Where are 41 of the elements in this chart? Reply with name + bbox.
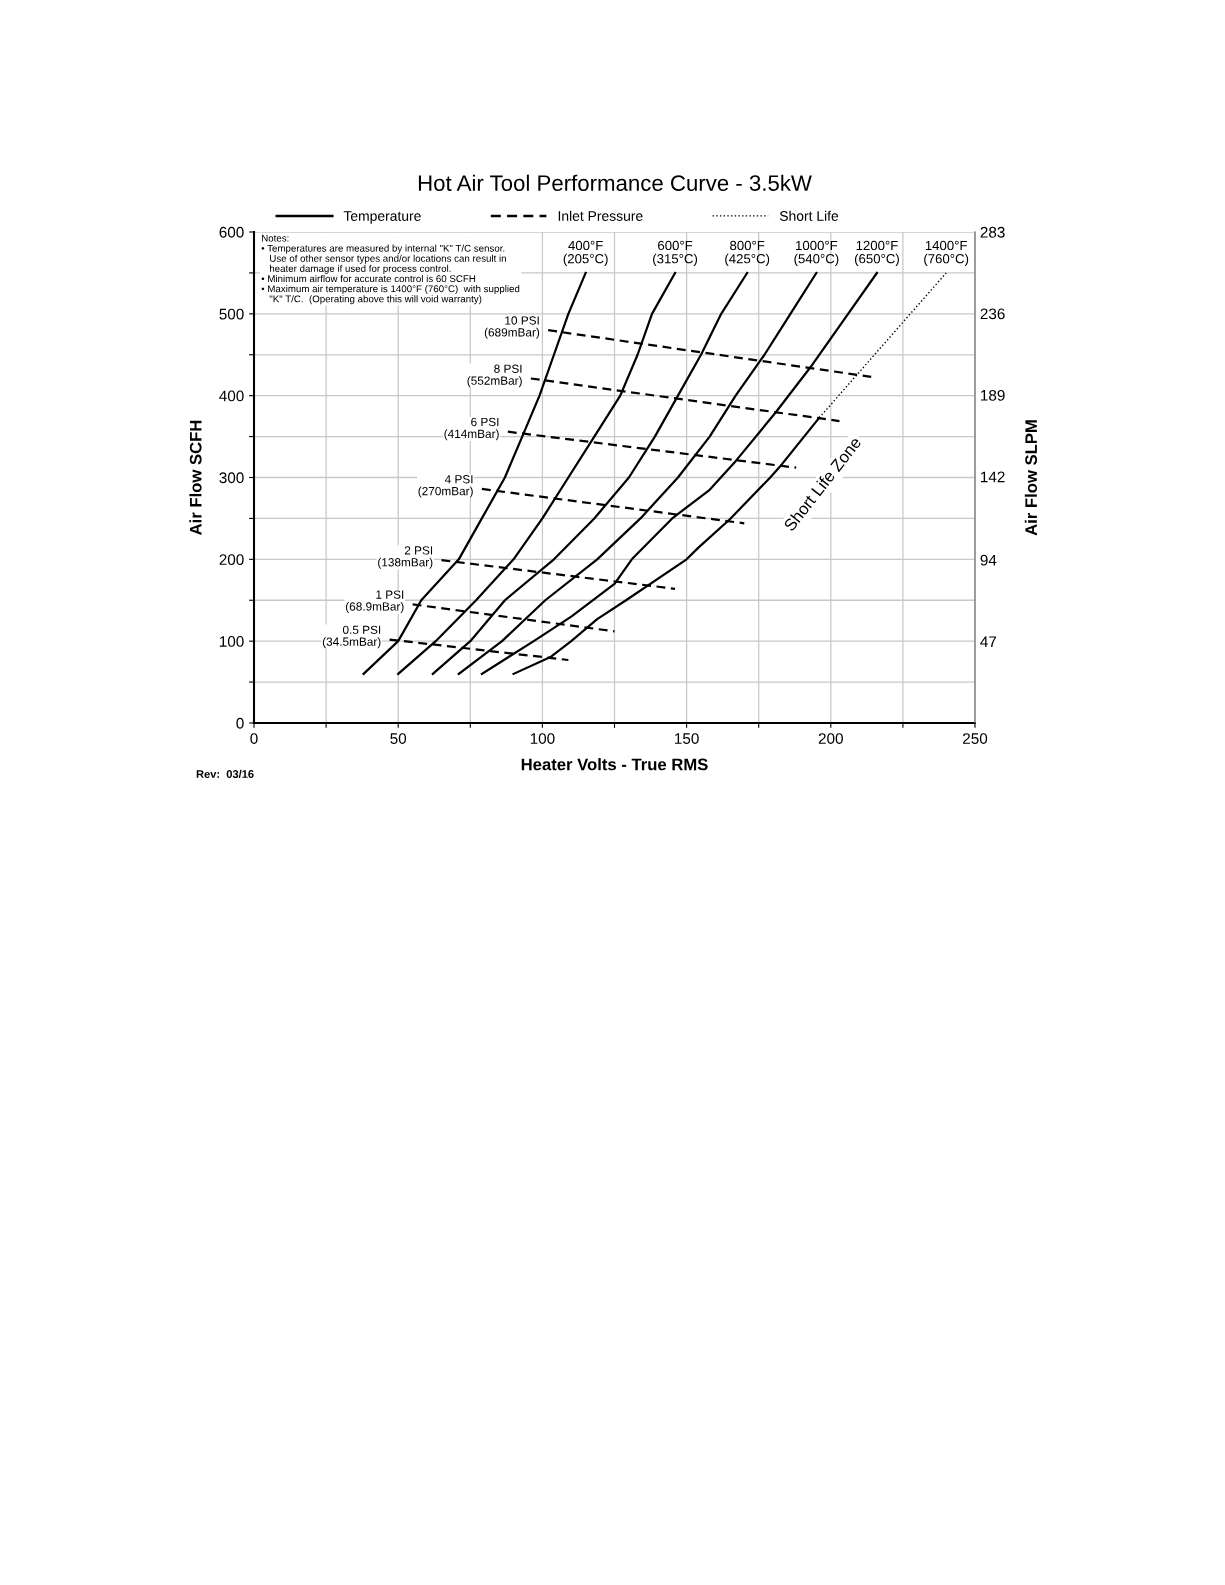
x-tick-label: 150 (675, 733, 699, 744)
y-tick-label: 400 (219, 390, 244, 402)
y2-tick-label: 47 (980, 636, 997, 647)
series-label: 2 PSI (138mBar) (378, 546, 433, 569)
x-tick-label: 250 (963, 733, 988, 744)
series-label: 8 PSI (552mBar) (467, 364, 522, 388)
x-axis-title: Heater Volts - True RMS (521, 758, 708, 771)
x-tick-label: 100 (530, 733, 555, 744)
text: Temperature (343, 211, 421, 224)
series-label: 600°F (315°C) (653, 240, 698, 266)
series-label: 400°F (205°C) (563, 240, 608, 266)
x-tick-label: 50 (390, 733, 407, 744)
y-tick-label: 300 (219, 472, 244, 484)
series-label: 6 PSI (414mBar) (444, 417, 499, 441)
y2-tick-label: 236 (980, 308, 1005, 320)
x-tick-label: 0 (250, 733, 258, 744)
y2-axis-title: Air Flow SLPM (1024, 420, 1038, 536)
series-label: 10 PSI (689mBar) (484, 316, 540, 339)
annotation: Notes: • Temperatures are measured by internal "K" T/C sensor. Use of other sensor types and/or locations can result in heater damage if used for process control. • Minimum airflow for accurate control is 60 SCFH • Maximum air temperature is 1400°F (760°C) with supplied "K" T/C. (Operating above this will void warranty) (261, 234, 520, 305)
y-tick-label: 600 (219, 226, 244, 238)
series-label: 4 PSI (270mBar) (418, 475, 473, 498)
y-tick-label: 500 (219, 308, 244, 320)
y-tick-label: 100 (219, 636, 244, 647)
series-label: 1 PSI (68.9mBar) (345, 590, 404, 613)
series-label: 1400°F (760°C) (924, 240, 969, 266)
y2-tick-label: 283 (980, 226, 1005, 238)
series-label: 800°F (425°C) (725, 240, 770, 266)
y-axis-title: Air Flow SCFH (189, 420, 202, 535)
chart-title: Hot Air Tool Performance Curve - 3.5kW (418, 174, 812, 191)
y-tick-label: 0 (236, 717, 244, 729)
text: Rev: 03/16 (196, 769, 254, 779)
x-tick-label: 200 (818, 733, 843, 744)
text: Inlet Pressure (558, 210, 643, 221)
y2-tick-label: 142 (981, 471, 1005, 483)
series-label: 0.5 PSI (34.5mBar) (322, 625, 381, 649)
y2-tick-label: 94 (980, 554, 997, 566)
text: Short Life (779, 210, 839, 221)
y2-tick-label: 189 (981, 389, 1005, 401)
series-label: 1000°F (540°C) (794, 240, 839, 266)
y-tick-label: 200 (219, 554, 244, 566)
series-label: 1200°F (650°C) (854, 240, 899, 266)
